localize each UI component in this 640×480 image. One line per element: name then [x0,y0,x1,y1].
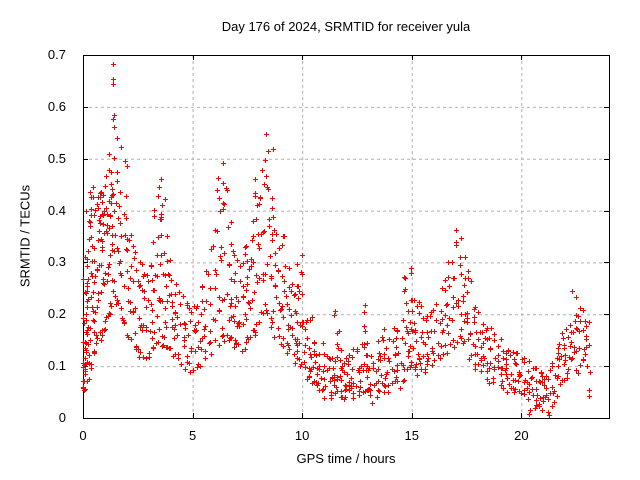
y-tick-label: 0.5 [47,150,66,166]
x-tick-label: 15 [404,428,419,443]
y-tick-label: 0 [58,410,66,425]
x-tick-label: 10 [294,428,310,443]
x-tick-label: 5 [188,428,197,443]
y-tick-label: 0.6 [47,98,66,114]
y-tick-label: 0.4 [47,202,66,218]
plot-frame [83,55,610,419]
chart-title: Day 176 of 2024, SRMTID for receiver yul… [221,19,471,34]
grid-lines [83,55,609,418]
y-tick-label: 0.3 [47,254,66,270]
y-tick-label: 0.7 [47,47,66,62]
y-tick-label: 0.1 [47,358,66,374]
y-tick-label: 0.2 [47,306,66,322]
x-tick-label: 0 [79,428,87,443]
y-axis-label: SRMTID / TECUs [17,184,33,288]
data-points [81,62,593,418]
x-tick-label: 20 [514,428,529,443]
x-axis-label: GPS time / hours [296,451,396,466]
